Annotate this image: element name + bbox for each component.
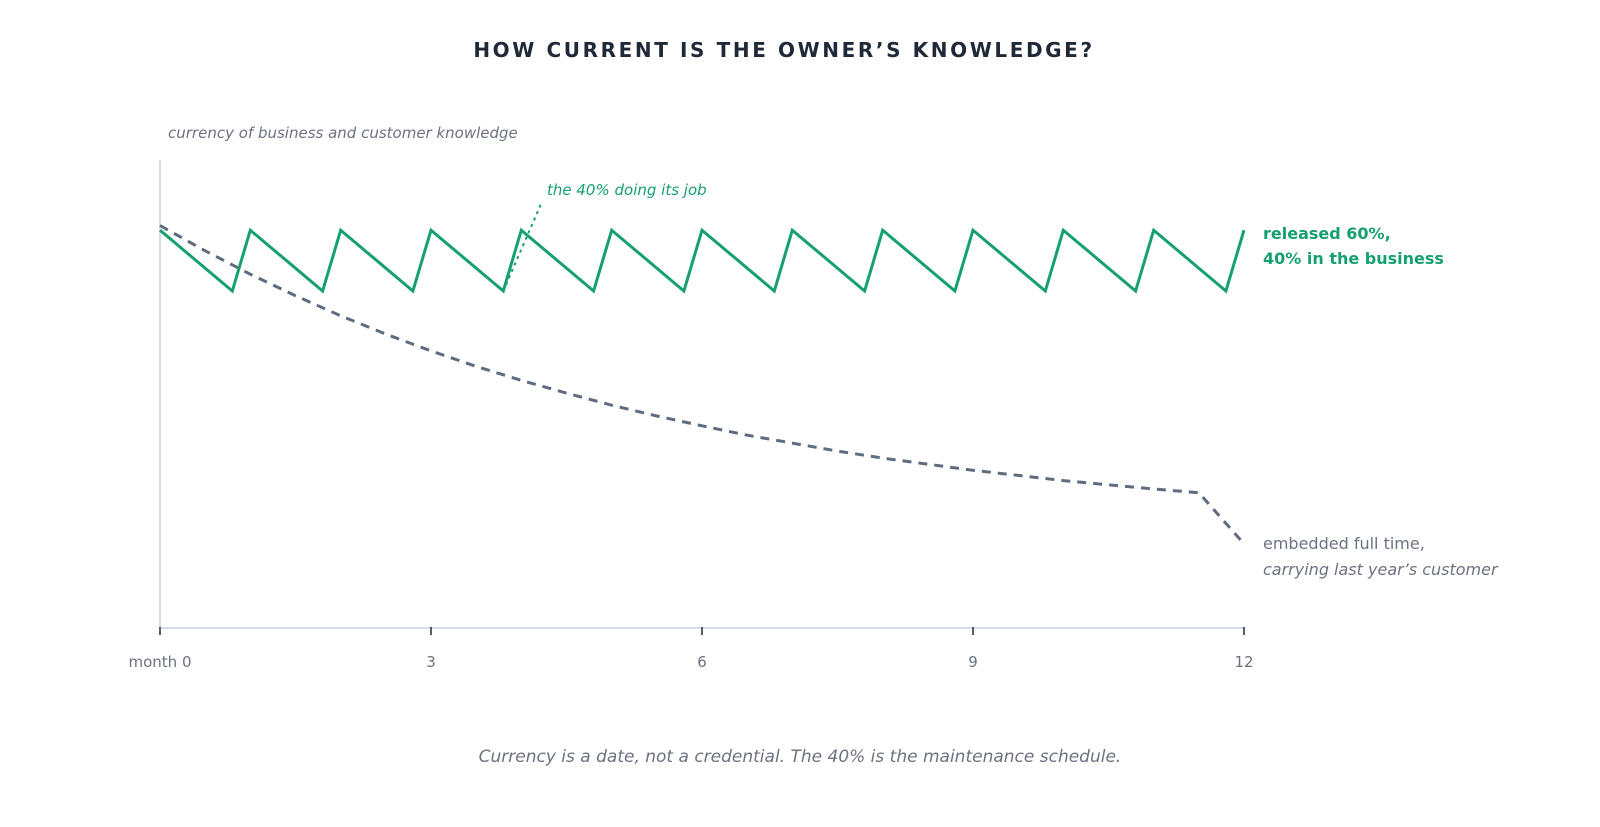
chart-title: HOW CURRENT IS THE OWNER’S KNOWLEDGE? [473,38,1094,62]
embedded-series-label-line2: carrying last year’s customer [1263,560,1499,579]
x-tick-label-3: 9 [968,653,978,671]
x-tick-label-0: month 0 [129,653,192,671]
x-ticks: month 0 3 6 9 12 [129,627,1254,671]
embedded-series-line [159,224,1246,545]
embedded-series-label-line1: embedded full time, [1263,534,1425,553]
x-tick-label-4: 12 [1234,653,1253,671]
chart-caption: Currency is a date, not a credential. Th… [479,747,1122,767]
released-series-line [159,227,1246,294]
x-tick-label-2: 6 [697,653,707,671]
released-series-label-line1: released 60%, [1263,224,1391,243]
x-tick-label-1: 3 [426,653,436,671]
y-axis-label: currency of business and customer knowle… [168,124,518,142]
annotation-text: the 40% doing its job [547,181,707,199]
annotation-leader [502,203,542,292]
released-series-label-line2: 40% in the business [1263,249,1444,268]
